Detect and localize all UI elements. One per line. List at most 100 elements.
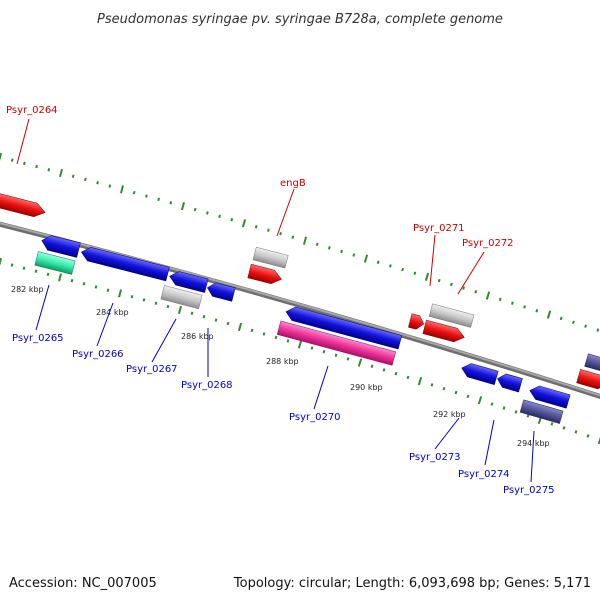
tick-mark bbox=[82, 282, 86, 286]
tick-mark bbox=[315, 242, 319, 246]
tick-mark bbox=[424, 272, 430, 282]
tick-mark bbox=[597, 436, 600, 445]
feature-engB[interactable] bbox=[247, 263, 283, 286]
tick-mark bbox=[218, 214, 221, 219]
tick-mark bbox=[237, 322, 243, 332]
tick-mark bbox=[310, 346, 314, 350]
tick-mark bbox=[166, 304, 170, 309]
tick-mark bbox=[190, 311, 194, 315]
genome-summary-text: Topology: circular; Length: 6,093,698 bp… bbox=[233, 576, 591, 591]
feature-psyr_0275[interactable] bbox=[519, 399, 564, 424]
label-engB[interactable]: engB bbox=[280, 178, 306, 189]
tick-mark bbox=[286, 339, 290, 343]
tick-mark bbox=[47, 168, 51, 172]
kbp-label-282: 282 kbp bbox=[11, 285, 44, 294]
tick-mark bbox=[46, 272, 50, 277]
feature-psyr_0266[interactable] bbox=[80, 245, 170, 282]
accession-text: Accession: NC_007005 bbox=[9, 576, 157, 591]
tick-mark bbox=[180, 202, 186, 211]
tick-mark bbox=[254, 225, 258, 229]
feature-psyr_0274[interactable] bbox=[496, 372, 523, 393]
tick-mark bbox=[84, 177, 87, 182]
tick-mark bbox=[108, 184, 112, 188]
tick-mark bbox=[334, 353, 338, 357]
tick-mark bbox=[357, 358, 363, 367]
tick-mark bbox=[230, 218, 234, 222]
feature-psyr_0265-blue[interactable] bbox=[40, 234, 81, 258]
label-psyr_0271[interactable]: Psyr_0271 bbox=[413, 223, 465, 234]
label-psyr_0275[interactable]: Psyr_0275 bbox=[503, 485, 555, 496]
tick-mark bbox=[437, 278, 441, 283]
tick-mark bbox=[214, 318, 218, 322]
tick-mark bbox=[267, 228, 270, 232]
feature-psyr_0271-gray[interactable] bbox=[428, 303, 475, 328]
feature-psyr_0270-blue[interactable] bbox=[284, 305, 403, 350]
tick-mark bbox=[193, 207, 197, 212]
feature-psyr_0265[interactable] bbox=[34, 251, 76, 275]
tick-mark bbox=[59, 168, 63, 178]
tick-mark bbox=[262, 332, 266, 336]
tick-mark bbox=[322, 349, 326, 354]
tick-mark bbox=[430, 383, 434, 387]
label-psyr_0273[interactable]: Psyr_0273 bbox=[409, 452, 461, 463]
tick-mark bbox=[376, 260, 380, 264]
tick-mark bbox=[346, 357, 350, 361]
feature-psyr_0272[interactable] bbox=[422, 319, 466, 344]
map-title: Pseudomonas syringae pv. syringae B728a,… bbox=[97, 12, 503, 27]
label-psyr_0268[interactable]: Psyr_0268 bbox=[181, 380, 233, 391]
feature-edge-purple-top[interactable] bbox=[584, 353, 600, 374]
tick-mark bbox=[550, 422, 554, 426]
tick-mark bbox=[279, 232, 282, 236]
tick-mark bbox=[462, 286, 465, 290]
feature-psyr_0268[interactable] bbox=[206, 281, 236, 302]
kbp-label-286: 286 kbp bbox=[181, 332, 214, 341]
tick-mark bbox=[106, 288, 110, 292]
feature-psyr_0271[interactable] bbox=[408, 313, 425, 331]
label-psyr_0266[interactable]: Psyr_0266 bbox=[72, 349, 124, 360]
tick-mark bbox=[274, 335, 278, 340]
feature-psyr_0267-blue[interactable] bbox=[168, 269, 209, 293]
tick-mark bbox=[450, 282, 453, 287]
kbp-label-292: 292 kbp bbox=[433, 410, 466, 419]
tick-mark bbox=[154, 301, 158, 305]
tick-mark bbox=[574, 430, 578, 434]
tick-mark bbox=[206, 211, 209, 215]
label-psyr_0265[interactable]: Psyr_0265 bbox=[12, 333, 64, 344]
feature-psyr_0275-blue[interactable] bbox=[528, 384, 571, 409]
tick-mark bbox=[142, 298, 146, 302]
tick-mark bbox=[120, 185, 124, 194]
tick-mark bbox=[10, 263, 14, 267]
feature-psyr_0273[interactable] bbox=[460, 361, 499, 385]
label-psyr_0274[interactable]: Psyr_0274 bbox=[458, 469, 510, 480]
tick-mark bbox=[10, 158, 14, 162]
tick-mark bbox=[502, 406, 506, 410]
kbp-label-288: 288 kbp bbox=[266, 357, 299, 366]
label-psyr_0270[interactable]: Psyr_0270 bbox=[289, 412, 341, 423]
tick-mark bbox=[559, 316, 563, 321]
label-psyr_0272[interactable]: Psyr_0272 bbox=[462, 238, 514, 249]
label-psyr_0264[interactable]: Psyr_0264 bbox=[6, 105, 58, 116]
feature-psyr_0267[interactable] bbox=[160, 285, 203, 310]
tick-mark bbox=[250, 328, 254, 333]
feature-engB-gray[interactable] bbox=[252, 246, 289, 269]
tick-mark bbox=[584, 324, 588, 328]
tick-mark bbox=[70, 278, 74, 283]
tick-mark bbox=[352, 253, 356, 257]
genome-backbone bbox=[0, 221, 600, 400]
tick-mark bbox=[523, 305, 526, 309]
feature-psyr_0270[interactable] bbox=[276, 320, 397, 366]
tick-mark bbox=[340, 249, 343, 254]
forward-tick-rail bbox=[0, 152, 600, 332]
tick-mark bbox=[571, 320, 575, 325]
tick-mark bbox=[511, 301, 514, 305]
tick-mark bbox=[417, 377, 423, 386]
leader-lines bbox=[16, 118, 535, 483]
label-psyr_0267[interactable]: Psyr_0267 bbox=[126, 364, 178, 375]
tick-mark bbox=[498, 297, 502, 302]
tick-mark bbox=[474, 290, 478, 294]
feature-psyr_0264[interactable] bbox=[0, 188, 47, 219]
reverse-tick-rail bbox=[0, 257, 600, 445]
tick-mark bbox=[401, 267, 404, 272]
tick-mark bbox=[382, 368, 386, 372]
